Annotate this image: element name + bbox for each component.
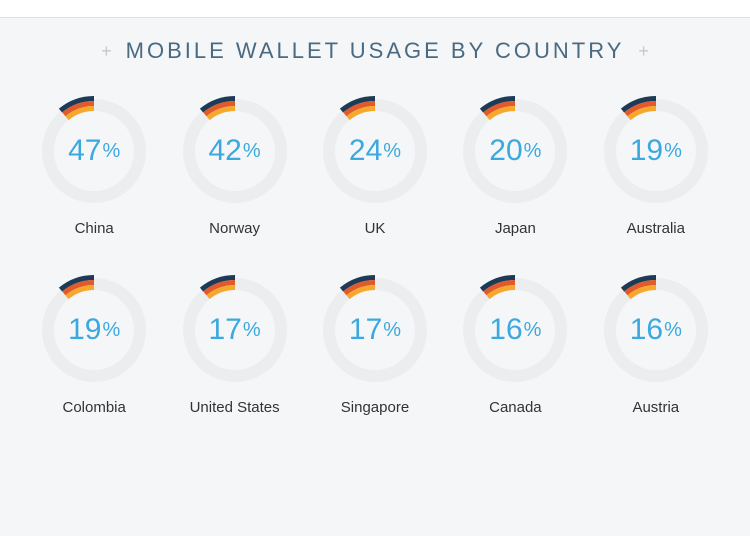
country-item: 19% Colombia [39,275,149,416]
percent-number: 16 [630,313,663,347]
donut-chart: 47% [39,96,149,206]
country-label: United States [190,399,280,416]
percent-number: 24 [349,134,382,168]
percent-value: 17% [180,275,290,385]
percent-number: 47 [68,134,101,168]
percent-number: 17 [349,313,382,347]
country-item: 17% Singapore [320,275,430,416]
infographic-container: + MOBILE WALLET USAGE BY COUNTRY + 47% C… [0,18,750,416]
country-label: Australia [627,220,685,237]
donut-chart: 19% [601,96,711,206]
donut-chart: 24% [320,96,430,206]
percent-sign: % [383,319,401,342]
country-label: Austria [632,399,679,416]
donut-chart: 17% [180,275,290,385]
country-label: China [75,220,114,237]
percent-number: 19 [630,134,663,168]
percent-value: 19% [601,96,711,206]
country-label: Japan [495,220,536,237]
percent-sign: % [102,140,120,163]
donut-chart: 42% [180,96,290,206]
percent-sign: % [102,319,120,342]
title-ornament-right: + [638,41,649,62]
percent-sign: % [524,319,542,342]
percent-value: 17% [320,275,430,385]
percent-value: 19% [39,275,149,385]
donut-chart: 19% [39,275,149,385]
page-title: MOBILE WALLET USAGE BY COUNTRY [126,38,625,64]
percent-sign: % [664,140,682,163]
percent-value: 20% [460,96,570,206]
percent-sign: % [383,140,401,163]
percent-value: 47% [39,96,149,206]
percent-number: 42 [209,134,242,168]
country-label: Singapore [341,399,409,416]
country-item: 19% Australia [601,96,711,237]
country-item: 20% Japan [460,96,570,237]
percent-sign: % [664,319,682,342]
donut-chart: 16% [601,275,711,385]
country-item: 16% Austria [601,275,711,416]
browser-top-bar [0,0,750,18]
country-item: 24% UK [320,96,430,237]
country-item: 42% Norway [180,96,290,237]
country-label: Norway [209,220,260,237]
country-item: 16% Canada [460,275,570,416]
percent-value: 24% [320,96,430,206]
percent-number: 19 [68,313,101,347]
country-label: Colombia [63,399,126,416]
donut-chart: 16% [460,275,570,385]
donut-chart: 17% [320,275,430,385]
country-grid: 47% China 42% Norway 24% UK [30,96,720,416]
percent-value: 16% [601,275,711,385]
title-ornament-left: + [101,41,112,62]
percent-value: 16% [460,275,570,385]
donut-chart: 20% [460,96,570,206]
percent-number: 17 [209,313,242,347]
percent-value: 42% [180,96,290,206]
percent-number: 16 [489,313,522,347]
percent-sign: % [243,319,261,342]
title-row: + MOBILE WALLET USAGE BY COUNTRY + [30,38,720,64]
country-item: 17% United States [180,275,290,416]
country-item: 47% China [39,96,149,237]
country-label: Canada [489,399,542,416]
percent-number: 20 [489,134,522,168]
percent-sign: % [524,140,542,163]
percent-sign: % [243,140,261,163]
country-label: UK [365,220,386,237]
